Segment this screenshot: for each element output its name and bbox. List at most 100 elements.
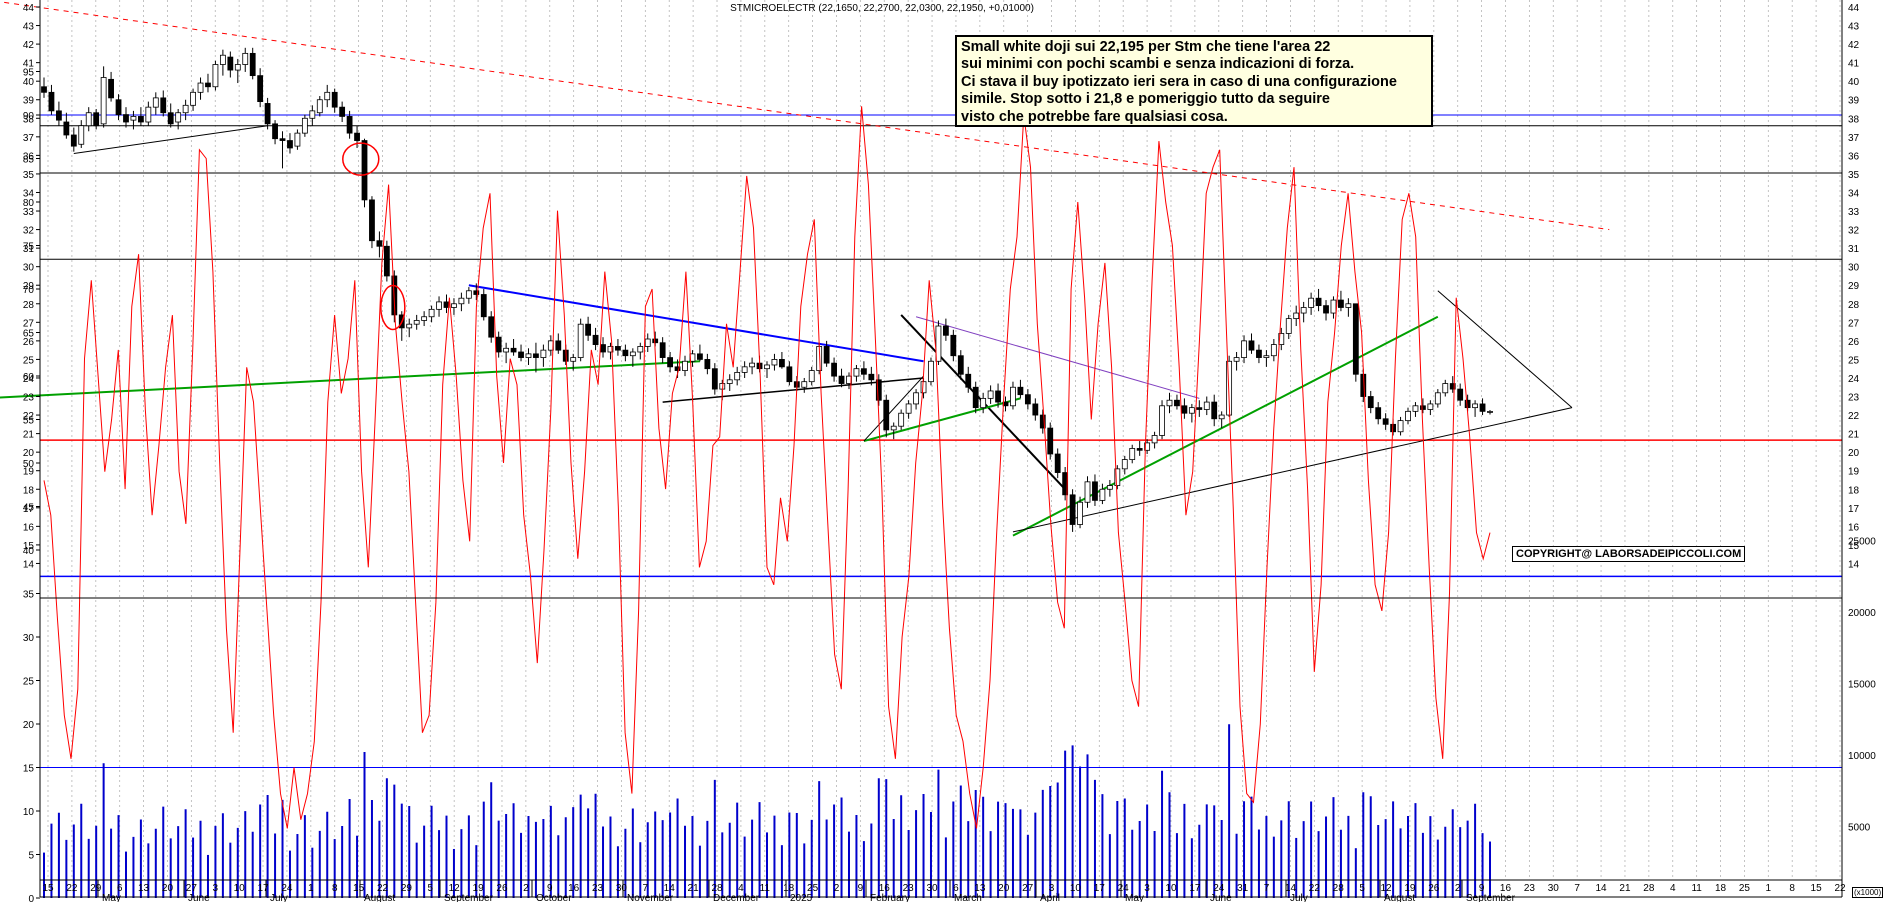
x-day-label: 9 bbox=[1479, 883, 1485, 894]
candle-body bbox=[160, 97, 167, 114]
x-month-label: 2025 bbox=[790, 893, 813, 902]
price-tick-left: 32 bbox=[23, 226, 35, 237]
candle-body bbox=[786, 366, 793, 383]
candle-body bbox=[1345, 303, 1352, 308]
volume-tick-right: 20000 bbox=[1848, 608, 1876, 619]
price-tick-right: 21 bbox=[1848, 430, 1860, 441]
candle-body bbox=[1188, 407, 1195, 414]
candle-body bbox=[272, 123, 278, 140]
candle-body bbox=[1479, 403, 1486, 412]
price-tick-left: 27 bbox=[23, 318, 35, 329]
x-day-label: 18 bbox=[783, 883, 795, 894]
gap-circle bbox=[380, 284, 406, 331]
candle-body bbox=[301, 117, 308, 134]
candle-body bbox=[436, 301, 442, 310]
candle-body bbox=[1151, 435, 1158, 444]
osc-tick-left: 60 bbox=[23, 372, 35, 383]
oscillator-path bbox=[43, 106, 1491, 829]
candle-body bbox=[503, 347, 510, 353]
candle-body bbox=[629, 351, 636, 357]
candle-body bbox=[413, 320, 420, 325]
candle-body bbox=[726, 379, 733, 384]
x-month-label: December bbox=[713, 893, 760, 902]
x-day-label: 12 bbox=[449, 883, 461, 894]
price-tick-left: 14 bbox=[23, 559, 35, 570]
price-tick-left: 30 bbox=[23, 263, 35, 274]
candle-body bbox=[294, 132, 301, 147]
candle-body bbox=[920, 381, 927, 394]
x-month-label: June bbox=[188, 893, 210, 902]
price-tick-left: 44 bbox=[23, 3, 35, 14]
candle-body bbox=[1278, 333, 1285, 345]
price-tick-left: 18 bbox=[23, 485, 35, 496]
price-tick-right: 23 bbox=[1848, 393, 1860, 404]
candle-body bbox=[965, 373, 972, 388]
candle-body bbox=[1270, 344, 1277, 357]
candle-body bbox=[831, 362, 837, 377]
trendline bbox=[73, 125, 268, 155]
x-day-label: 9 bbox=[547, 883, 553, 894]
candle-body bbox=[473, 290, 480, 295]
price-tick-left: 38 bbox=[23, 114, 35, 125]
candle-body bbox=[115, 99, 122, 115]
candle-body bbox=[1159, 405, 1165, 436]
price-tick-left: 36 bbox=[23, 151, 35, 162]
price-tick-left: 29 bbox=[23, 281, 35, 292]
candle-body bbox=[540, 349, 547, 358]
candle-body bbox=[56, 110, 62, 121]
volume-unit: (x1000) bbox=[1852, 887, 1884, 898]
commentary-note: Small white doji sui 22,195 per Stm che … bbox=[955, 35, 1433, 127]
x-month-label: November bbox=[627, 893, 674, 902]
price-tick-right: 40 bbox=[1848, 77, 1860, 88]
candle-body bbox=[219, 54, 226, 65]
x-day-label: 1 bbox=[1766, 883, 1772, 894]
price-tick-left: 31 bbox=[23, 244, 35, 255]
x-day-label: 25 bbox=[1739, 883, 1751, 894]
candle-body bbox=[309, 110, 316, 119]
candle-body bbox=[227, 56, 234, 71]
x-day-label: 2 bbox=[523, 883, 529, 894]
candle-body bbox=[331, 91, 338, 108]
candle-body bbox=[667, 357, 674, 368]
candle-body bbox=[1024, 394, 1031, 405]
x-day-label: 4 bbox=[1670, 883, 1676, 894]
candle-body bbox=[1434, 392, 1441, 405]
candle-body bbox=[890, 425, 897, 431]
candle-body bbox=[734, 372, 741, 381]
candle-body bbox=[1472, 403, 1478, 409]
candle-body bbox=[980, 397, 987, 409]
trendline bbox=[863, 375, 924, 442]
x-day-label: 13 bbox=[138, 883, 150, 894]
chart-title: STMICROELECTR (22,1650, 22,2700, 22,0300… bbox=[730, 3, 1034, 14]
x-month-label: August bbox=[364, 893, 395, 902]
osc-tick-left: 50 bbox=[23, 459, 35, 470]
candle-body bbox=[1069, 494, 1076, 525]
x-day-label: 17 bbox=[257, 883, 269, 894]
candle-body bbox=[264, 103, 271, 125]
candle-body bbox=[1136, 448, 1143, 451]
price-tick-right: 34 bbox=[1848, 188, 1860, 199]
candle-body bbox=[1099, 488, 1106, 501]
candle-body bbox=[100, 77, 107, 125]
osc-tick-left: 75 bbox=[23, 242, 35, 253]
osc-tick-left: 45 bbox=[23, 503, 35, 514]
osc-tick-left: 20 bbox=[23, 720, 35, 731]
candle-body bbox=[995, 390, 1001, 403]
candle-body bbox=[421, 316, 428, 321]
candle-body bbox=[1039, 414, 1046, 429]
candle-body bbox=[361, 140, 368, 201]
x-day-label: 10 bbox=[1070, 883, 1082, 894]
price-tick-left: 26 bbox=[23, 337, 35, 348]
trendline bbox=[468, 284, 924, 363]
candle-body bbox=[987, 390, 994, 399]
trendline bbox=[1012, 407, 1573, 533]
candle-body bbox=[316, 99, 323, 114]
x-day-label: 8 bbox=[1789, 883, 1795, 894]
price-tick-left: 19 bbox=[23, 467, 35, 478]
price-tick-right: 38 bbox=[1848, 114, 1860, 125]
candle-body bbox=[480, 294, 487, 318]
candle-body bbox=[197, 82, 204, 93]
candle-body bbox=[1367, 396, 1374, 409]
x-day-label: 22 bbox=[1834, 883, 1846, 894]
x-day-label: 3 bbox=[1144, 883, 1150, 894]
